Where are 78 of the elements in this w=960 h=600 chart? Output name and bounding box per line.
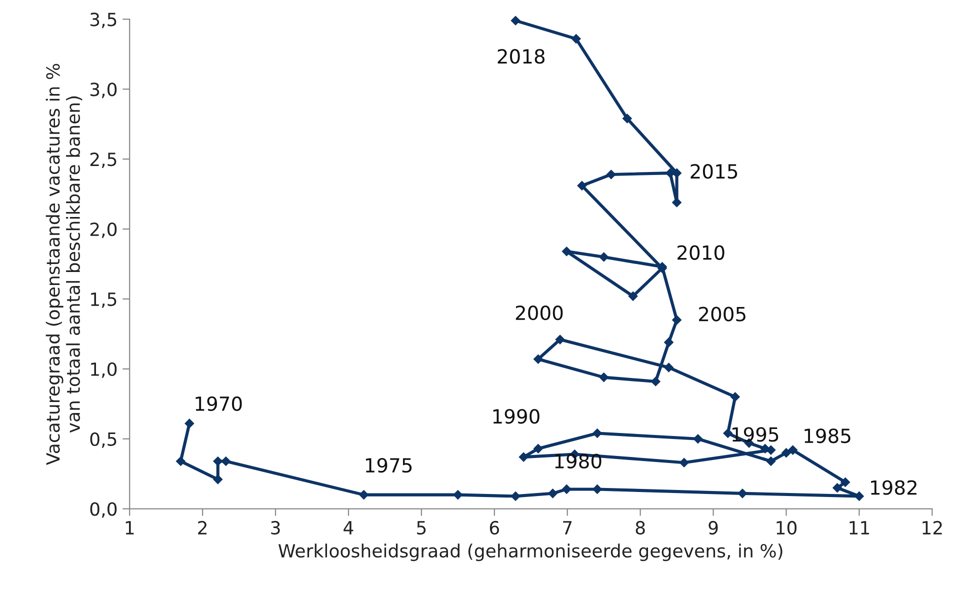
point (766, 456, 776, 466)
point (577, 181, 587, 190)
annotation: 2015 (690, 164, 738, 179)
point (221, 456, 231, 466)
x-tick-label: 9 (708, 520, 718, 535)
x-tick-label: 7 (563, 521, 572, 534)
point (534, 354, 543, 364)
point (622, 114, 632, 124)
point (666, 168, 675, 178)
point (359, 490, 368, 500)
point (730, 392, 740, 402)
y-tick-label: 2,0 (90, 222, 117, 238)
point (672, 168, 682, 178)
point (738, 488, 748, 498)
point (548, 488, 558, 498)
annotation: 1982 (871, 480, 916, 495)
point (664, 362, 674, 372)
annotation: 1995 (732, 427, 778, 442)
point (592, 428, 602, 438)
point (213, 474, 223, 484)
x-tick-label: 4 (344, 521, 354, 534)
point (723, 428, 732, 438)
point (510, 16, 520, 26)
annotation: 1990 (493, 409, 540, 424)
point (628, 292, 638, 301)
x-tick-label: 10 (776, 520, 797, 535)
point (693, 434, 703, 444)
x-tick-label: 6 (490, 520, 500, 535)
annotation: 1975 (366, 458, 412, 473)
x-tick-label: 1 (126, 521, 134, 534)
y-tick-label: 3,5 (90, 12, 116, 28)
point (562, 484, 572, 494)
point (518, 452, 528, 462)
y-tick-label: 0,5 (90, 432, 116, 448)
point (782, 448, 791, 458)
point (760, 444, 770, 454)
y-tick-label: 0,0 (90, 502, 117, 518)
x-tick-label: 8 (636, 520, 645, 535)
point (840, 478, 850, 487)
point (176, 456, 186, 466)
point (599, 252, 608, 262)
point (510, 492, 520, 501)
x-tick-label: 5 (417, 521, 426, 535)
y-tick-label: 2,5 (90, 152, 116, 168)
annotation: 1970 (196, 396, 242, 412)
point (562, 246, 572, 256)
point (453, 490, 463, 500)
point (788, 445, 798, 455)
point (664, 338, 674, 347)
point (672, 315, 682, 325)
point (571, 34, 581, 44)
point (213, 456, 223, 466)
point (651, 376, 660, 386)
y-tick-label: 1,0 (91, 362, 117, 378)
point (606, 170, 616, 180)
point (592, 484, 602, 494)
point (534, 444, 543, 454)
x-axis-title: Werkloosheidsgraad (geharmoniseerde gegevens, in %) (278, 544, 782, 562)
x-tick-label: 3 (271, 520, 280, 535)
annotation: 2000 (516, 305, 563, 320)
annotation: 2018 (498, 49, 545, 64)
point (832, 483, 842, 492)
annotation: 2010 (678, 245, 724, 260)
x-tick-label: 11 (850, 521, 870, 534)
point (184, 418, 194, 428)
y-axis-title: Vacaturegraad (openstaande vacatures in % van totaal aantal beschikbare banen) (46, 64, 82, 465)
point (854, 492, 864, 501)
y-tick-label: 1,5 (91, 292, 116, 308)
point (599, 372, 608, 382)
annotation: 1980 (555, 454, 602, 468)
point (672, 198, 682, 208)
x-tick-label: 12 (922, 520, 942, 534)
annotation: 1985 (804, 428, 850, 444)
annotation: 2005 (699, 306, 746, 322)
point (679, 458, 689, 468)
point (555, 334, 565, 344)
x-tick-label: 2 (198, 520, 206, 534)
y-tick-label: 3,0 (90, 82, 117, 98)
